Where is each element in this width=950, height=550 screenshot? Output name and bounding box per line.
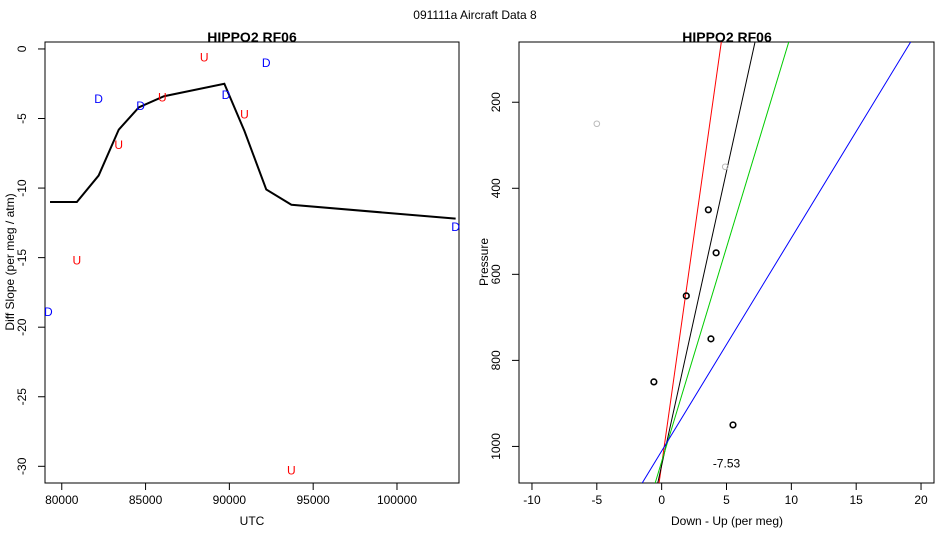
right-x-tick-label: 0 <box>658 493 665 507</box>
figure-title: 091111a Aircraft Data 8 <box>413 8 537 22</box>
down-marker: D <box>94 92 103 106</box>
regression-line <box>641 42 912 483</box>
left-y-axis-title: Diff Slope (per meg / atm) <box>3 193 17 330</box>
right-plot-title: HIPPO2 RF06 <box>682 29 772 45</box>
left-x-tick-label: 100000 <box>377 493 417 507</box>
slope-annotation: -7.53 <box>713 457 741 471</box>
left-plot: HIPPO2 RF06 UTC Diff Slope (per meg / at… <box>3 29 460 528</box>
data-point <box>729 421 737 429</box>
left-y-tick-label: -20 <box>15 318 29 336</box>
data-point <box>650 378 658 386</box>
down-marker: D <box>262 56 271 70</box>
left-y-tick-label: -5 <box>15 113 29 124</box>
up-marker: U <box>200 50 209 64</box>
left-y-tick-label: -25 <box>15 388 29 406</box>
left-y-tick-label: -30 <box>15 457 29 475</box>
left-x-tick-label: 80000 <box>45 493 79 507</box>
down-marker: D <box>136 99 145 113</box>
data-point <box>682 292 690 300</box>
right-y-tick-label: 600 <box>489 264 503 284</box>
regression-line <box>657 42 756 483</box>
regression-line <box>658 42 722 483</box>
right-plot-frame <box>518 41 935 484</box>
up-marker: U <box>240 107 249 121</box>
up-marker: U <box>158 91 167 105</box>
left-series-line <box>50 82 456 220</box>
regression-line <box>654 42 790 483</box>
data-point <box>704 206 712 214</box>
left-x-tick-label: 85000 <box>129 493 163 507</box>
faint-data-point <box>593 120 601 128</box>
left-plot-title: HIPPO2 RF06 <box>207 29 297 45</box>
right-x-tick-label: 20 <box>914 493 928 507</box>
down-marker: D <box>451 220 460 234</box>
right-y-axis-title: Pressure <box>477 238 491 286</box>
right-y-tick-label: 800 <box>489 350 503 370</box>
right-y-tick-label: 400 <box>489 178 503 198</box>
left-x-tick-label: 90000 <box>213 493 247 507</box>
left-y-tick-label: 0 <box>15 45 29 52</box>
right-y-tick-label: 200 <box>489 92 503 112</box>
right-plot: HIPPO2 RF06 Down - Up (per meg) Pressure… <box>477 29 935 528</box>
data-point <box>707 335 715 343</box>
right-x-tick-label: 15 <box>850 493 864 507</box>
down-marker: D <box>44 305 53 319</box>
left-x-axis-title: UTC <box>240 514 265 528</box>
left-x-tick-label: 95000 <box>296 493 330 507</box>
down-marker: D <box>222 88 231 102</box>
right-y-tick-label: 1000 <box>489 433 503 460</box>
up-marker: U <box>114 138 123 152</box>
right-x-tick-label: 10 <box>785 493 799 507</box>
regression-lines <box>641 42 912 483</box>
right-x-tick-label: -10 <box>523 493 541 507</box>
left-y-tick-label: -10 <box>15 179 29 197</box>
data-point <box>712 249 720 257</box>
right-x-axis-title: Down - Up (per meg) <box>671 514 783 528</box>
right-x-tick-label: -5 <box>591 493 602 507</box>
left-plot-frame <box>44 41 460 484</box>
up-marker: U <box>287 463 296 477</box>
faint-data-point <box>721 163 729 171</box>
up-marker: U <box>73 253 82 267</box>
left-y-tick-label: -15 <box>15 249 29 267</box>
right-x-tick-label: 5 <box>723 493 730 507</box>
